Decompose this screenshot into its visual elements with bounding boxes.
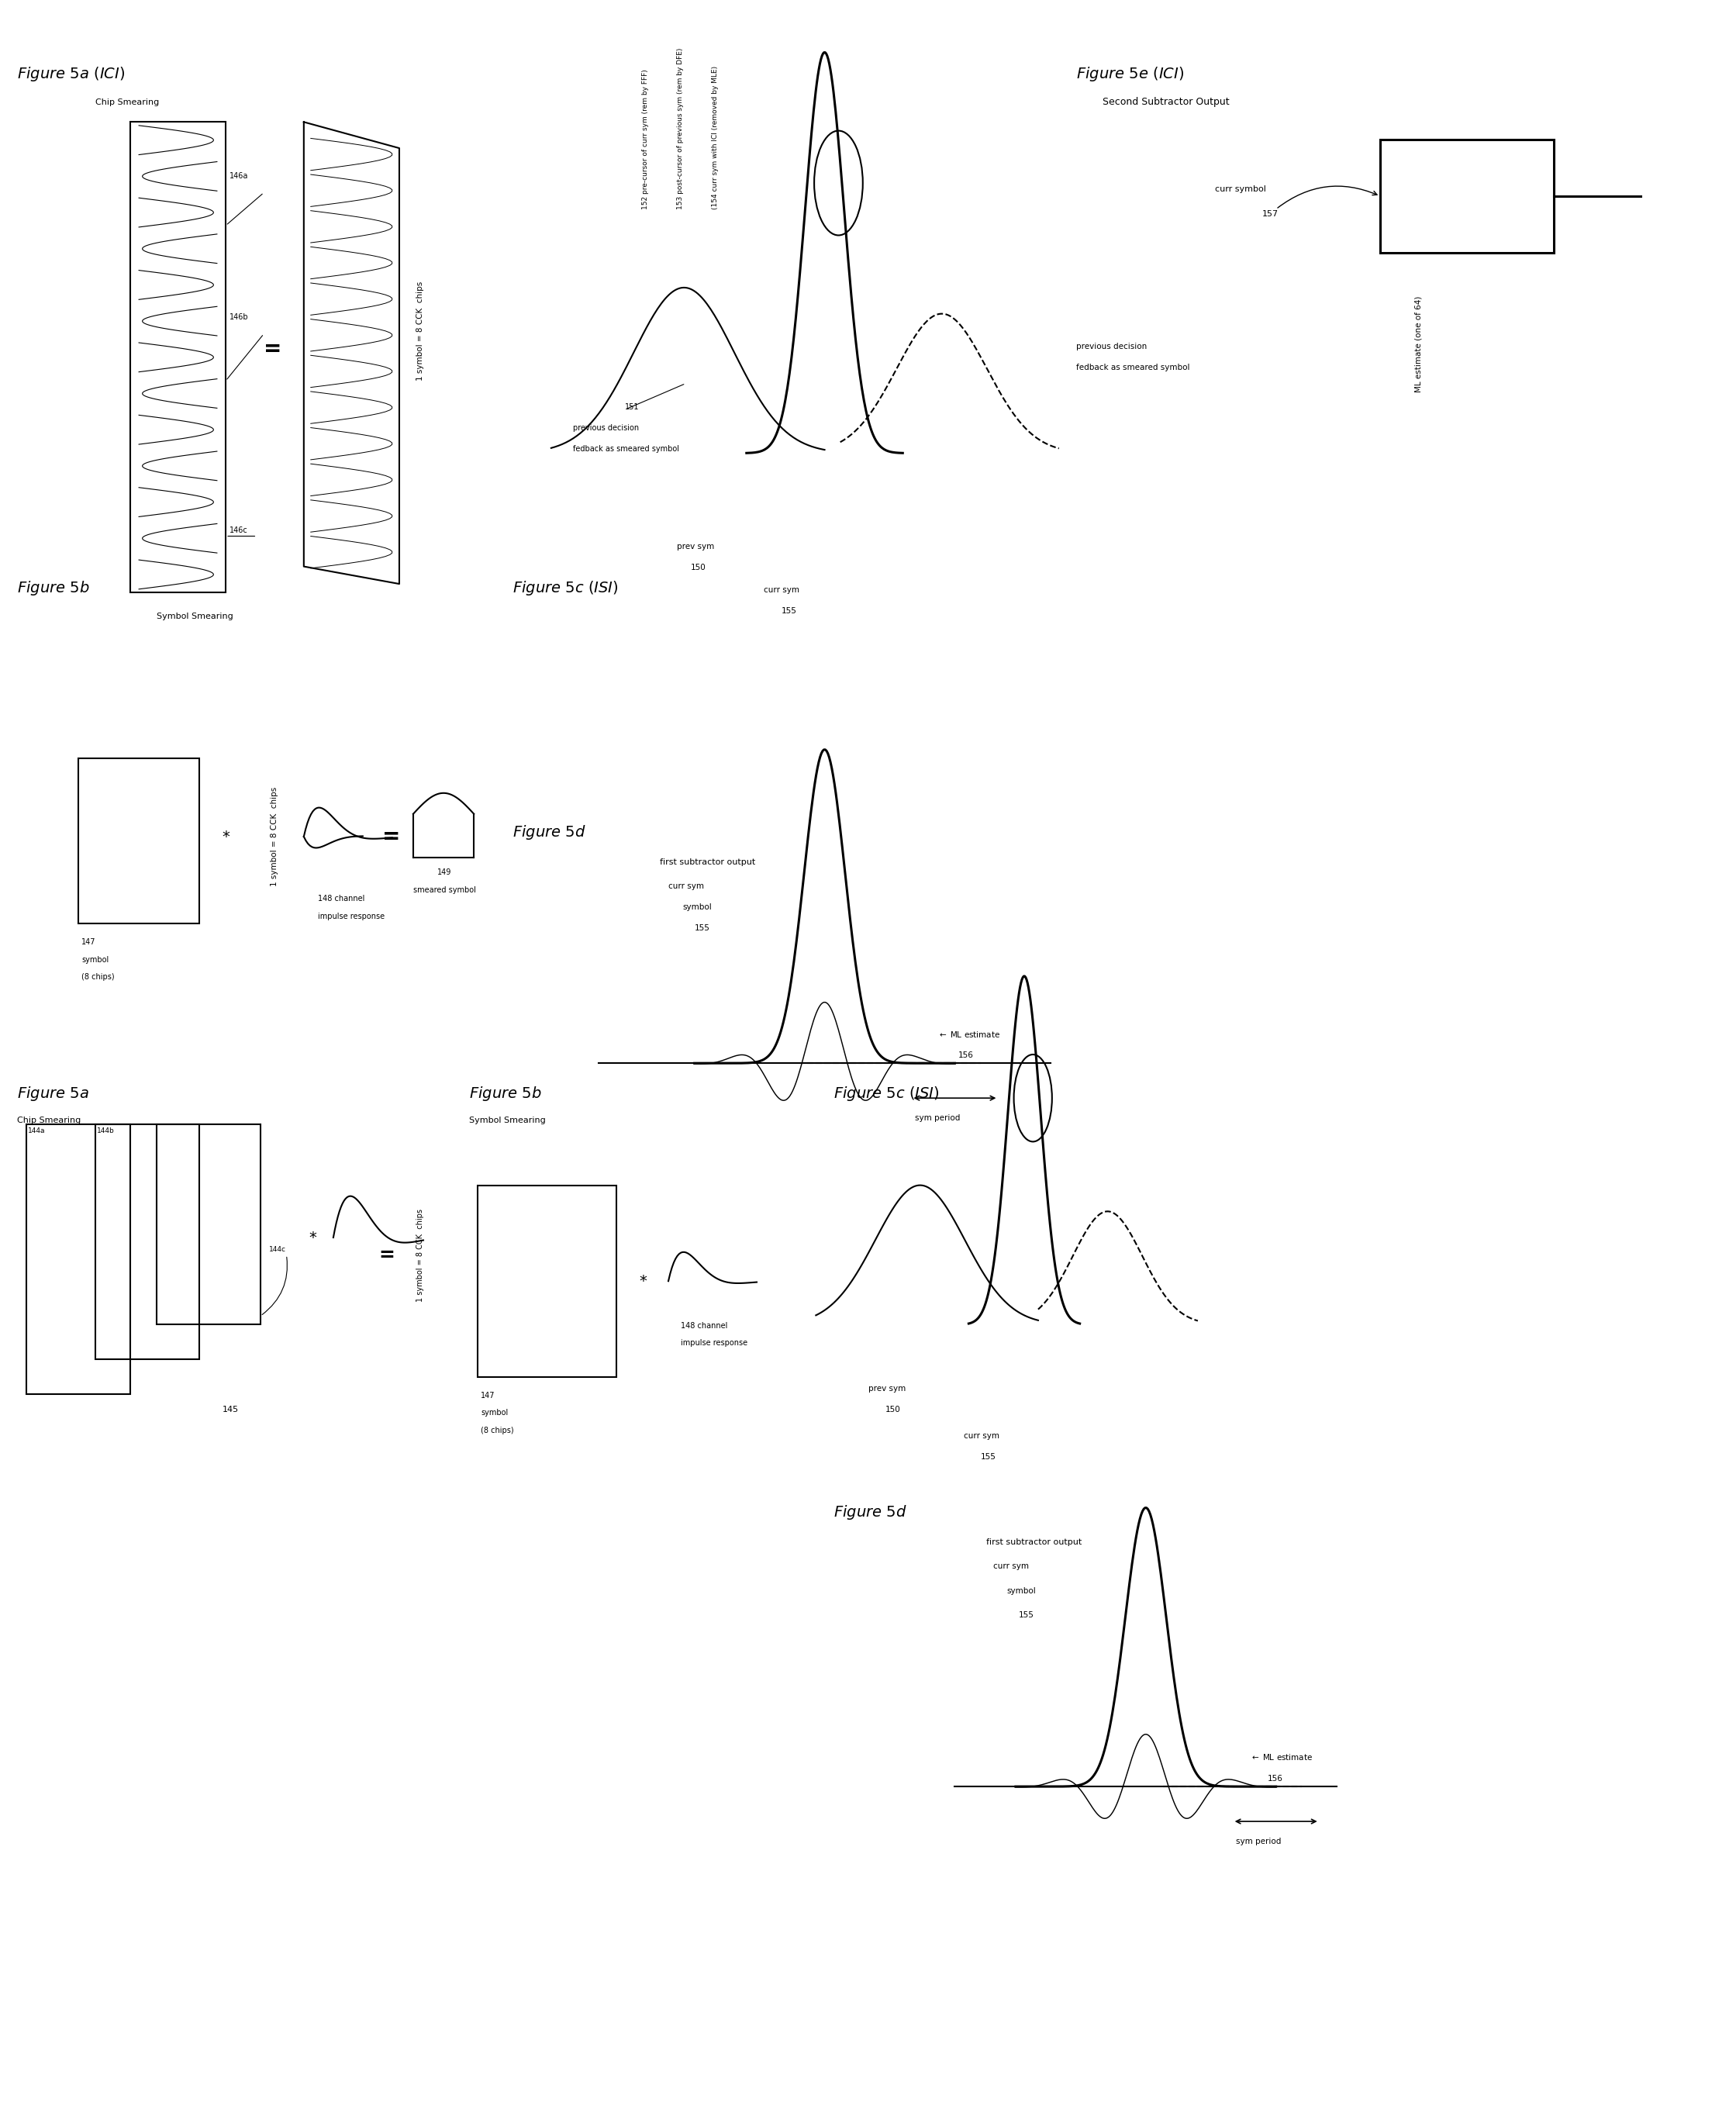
Text: 155: 155: [1019, 1611, 1035, 1620]
Text: (154 curr sym with ICI (removed by MLE): (154 curr sym with ICI (removed by MLE): [712, 65, 719, 209]
Text: Symbol Smearing: Symbol Smearing: [156, 612, 233, 620]
Text: 146b: 146b: [229, 314, 248, 321]
Text: 144c: 144c: [269, 1246, 286, 1253]
Text: Symbol Smearing: Symbol Smearing: [469, 1116, 545, 1124]
Text: $Figure\ 5c\ (ISI)$: $Figure\ 5c\ (ISI)$: [833, 1084, 939, 1103]
Bar: [26, 1124, 130, 1394]
Text: =: =: [382, 827, 399, 848]
Text: prev sym: prev sym: [868, 1386, 906, 1392]
Text: fedback as smeared symbol: fedback as smeared symbol: [1076, 363, 1189, 371]
Text: 1 symbol = 8 CCK  chips: 1 symbol = 8 CCK chips: [417, 1208, 424, 1301]
Text: first subtractor output: first subtractor output: [660, 858, 755, 867]
Text: impulse response: impulse response: [681, 1339, 746, 1348]
Text: 148 channel: 148 channel: [318, 894, 365, 903]
Text: 147: 147: [481, 1392, 495, 1400]
Text: 155: 155: [781, 607, 797, 616]
Text: 156: 156: [958, 1052, 974, 1059]
Bar: [95, 1124, 200, 1360]
Text: 151: 151: [625, 403, 639, 411]
Text: sym period: sym period: [1236, 1837, 1281, 1845]
Text: impulse response: impulse response: [318, 913, 384, 920]
Text: $Figure\ 5a\ (ICI)$: $Figure\ 5a\ (ICI)$: [17, 65, 125, 82]
Text: curr symbol: curr symbol: [1215, 186, 1266, 194]
Text: $\leftarrow$ ML estimate: $\leftarrow$ ML estimate: [937, 1029, 1000, 1038]
Text: symbol: symbol: [82, 955, 109, 964]
Text: 150: 150: [885, 1405, 901, 1413]
Text: prev sym: prev sym: [677, 542, 715, 550]
Text: 147: 147: [82, 939, 95, 947]
Text: curr sym: curr sym: [963, 1432, 1000, 1440]
Text: curr sym: curr sym: [993, 1563, 1029, 1571]
Text: 145: 145: [222, 1405, 238, 1413]
Text: 152 pre-cursor of curr sym (rem by FFF): 152 pre-cursor of curr sym (rem by FFF): [642, 70, 649, 209]
Text: (8 chips): (8 chips): [82, 974, 115, 981]
Text: curr sym: curr sym: [764, 586, 800, 595]
Text: $Figure\ 5b$: $Figure\ 5b$: [17, 580, 90, 597]
Text: sym period: sym period: [915, 1114, 960, 1122]
Text: 150: 150: [691, 563, 707, 572]
Text: 157: 157: [1262, 211, 1278, 217]
Text: previous decision: previous decision: [1076, 342, 1147, 350]
Text: 1 symbol = 8 CCK  chips: 1 symbol = 8 CCK chips: [271, 787, 278, 886]
Text: symbol: symbol: [481, 1409, 509, 1417]
Text: $Figure\ 5a$: $Figure\ 5a$: [17, 1084, 89, 1103]
Text: $Figure\ 5c\ (ISI)$: $Figure\ 5c\ (ISI)$: [512, 580, 618, 597]
Text: $Figure\ 5d$: $Figure\ 5d$: [833, 1504, 906, 1521]
Text: 144a: 144a: [28, 1128, 45, 1135]
Text: $Figure\ 5e\ (ICI)$: $Figure\ 5e\ (ICI)$: [1076, 65, 1184, 82]
Text: first subtractor output: first subtractor output: [986, 1537, 1082, 1546]
Text: 1 symbol = 8 CCK  chips: 1 symbol = 8 CCK chips: [417, 280, 424, 382]
Text: fedback as smeared symbol: fedback as smeared symbol: [573, 445, 679, 453]
Text: 146c: 146c: [229, 527, 248, 534]
Text: Second Subtractor Output: Second Subtractor Output: [1102, 97, 1229, 108]
Text: $Figure\ 5b$: $Figure\ 5b$: [469, 1084, 542, 1103]
Text: smeared symbol: smeared symbol: [413, 886, 476, 894]
Text: *: *: [309, 1230, 316, 1244]
Text: ML estimate (one of 64): ML estimate (one of 64): [1415, 295, 1422, 392]
Text: symbol: symbol: [682, 903, 712, 911]
Text: 153 post-cursor of previous sym (rem by DFE): 153 post-cursor of previous sym (rem by …: [677, 49, 684, 209]
Text: 156: 156: [1267, 1776, 1283, 1782]
Text: 144b: 144b: [97, 1128, 115, 1135]
Text: $Figure\ 5d$: $Figure\ 5d$: [512, 823, 585, 841]
Bar: [156, 1124, 260, 1324]
Text: previous decision: previous decision: [573, 424, 639, 432]
Text: *: *: [222, 829, 229, 844]
Text: *: *: [639, 1274, 646, 1289]
Text: Chip Smearing: Chip Smearing: [95, 99, 160, 105]
Bar: [78, 759, 200, 924]
Text: (8 chips): (8 chips): [481, 1426, 514, 1434]
Text: 148 channel: 148 channel: [681, 1322, 727, 1329]
Bar: [477, 1185, 616, 1377]
Text: Chip Smearing: Chip Smearing: [17, 1116, 82, 1124]
Text: symbol: symbol: [1007, 1586, 1036, 1594]
Text: curr sym: curr sym: [668, 884, 705, 890]
Text: =: =: [264, 337, 281, 359]
Text: 155: 155: [981, 1453, 996, 1459]
Text: $\leftarrow$ ML estimate: $\leftarrow$ ML estimate: [1250, 1753, 1312, 1761]
Bar: [130, 122, 226, 593]
Text: =: =: [378, 1246, 394, 1263]
Text: 149: 149: [437, 869, 451, 877]
Text: 146a: 146a: [229, 173, 248, 179]
Bar: [1380, 139, 1554, 253]
Text: 155: 155: [694, 924, 710, 932]
